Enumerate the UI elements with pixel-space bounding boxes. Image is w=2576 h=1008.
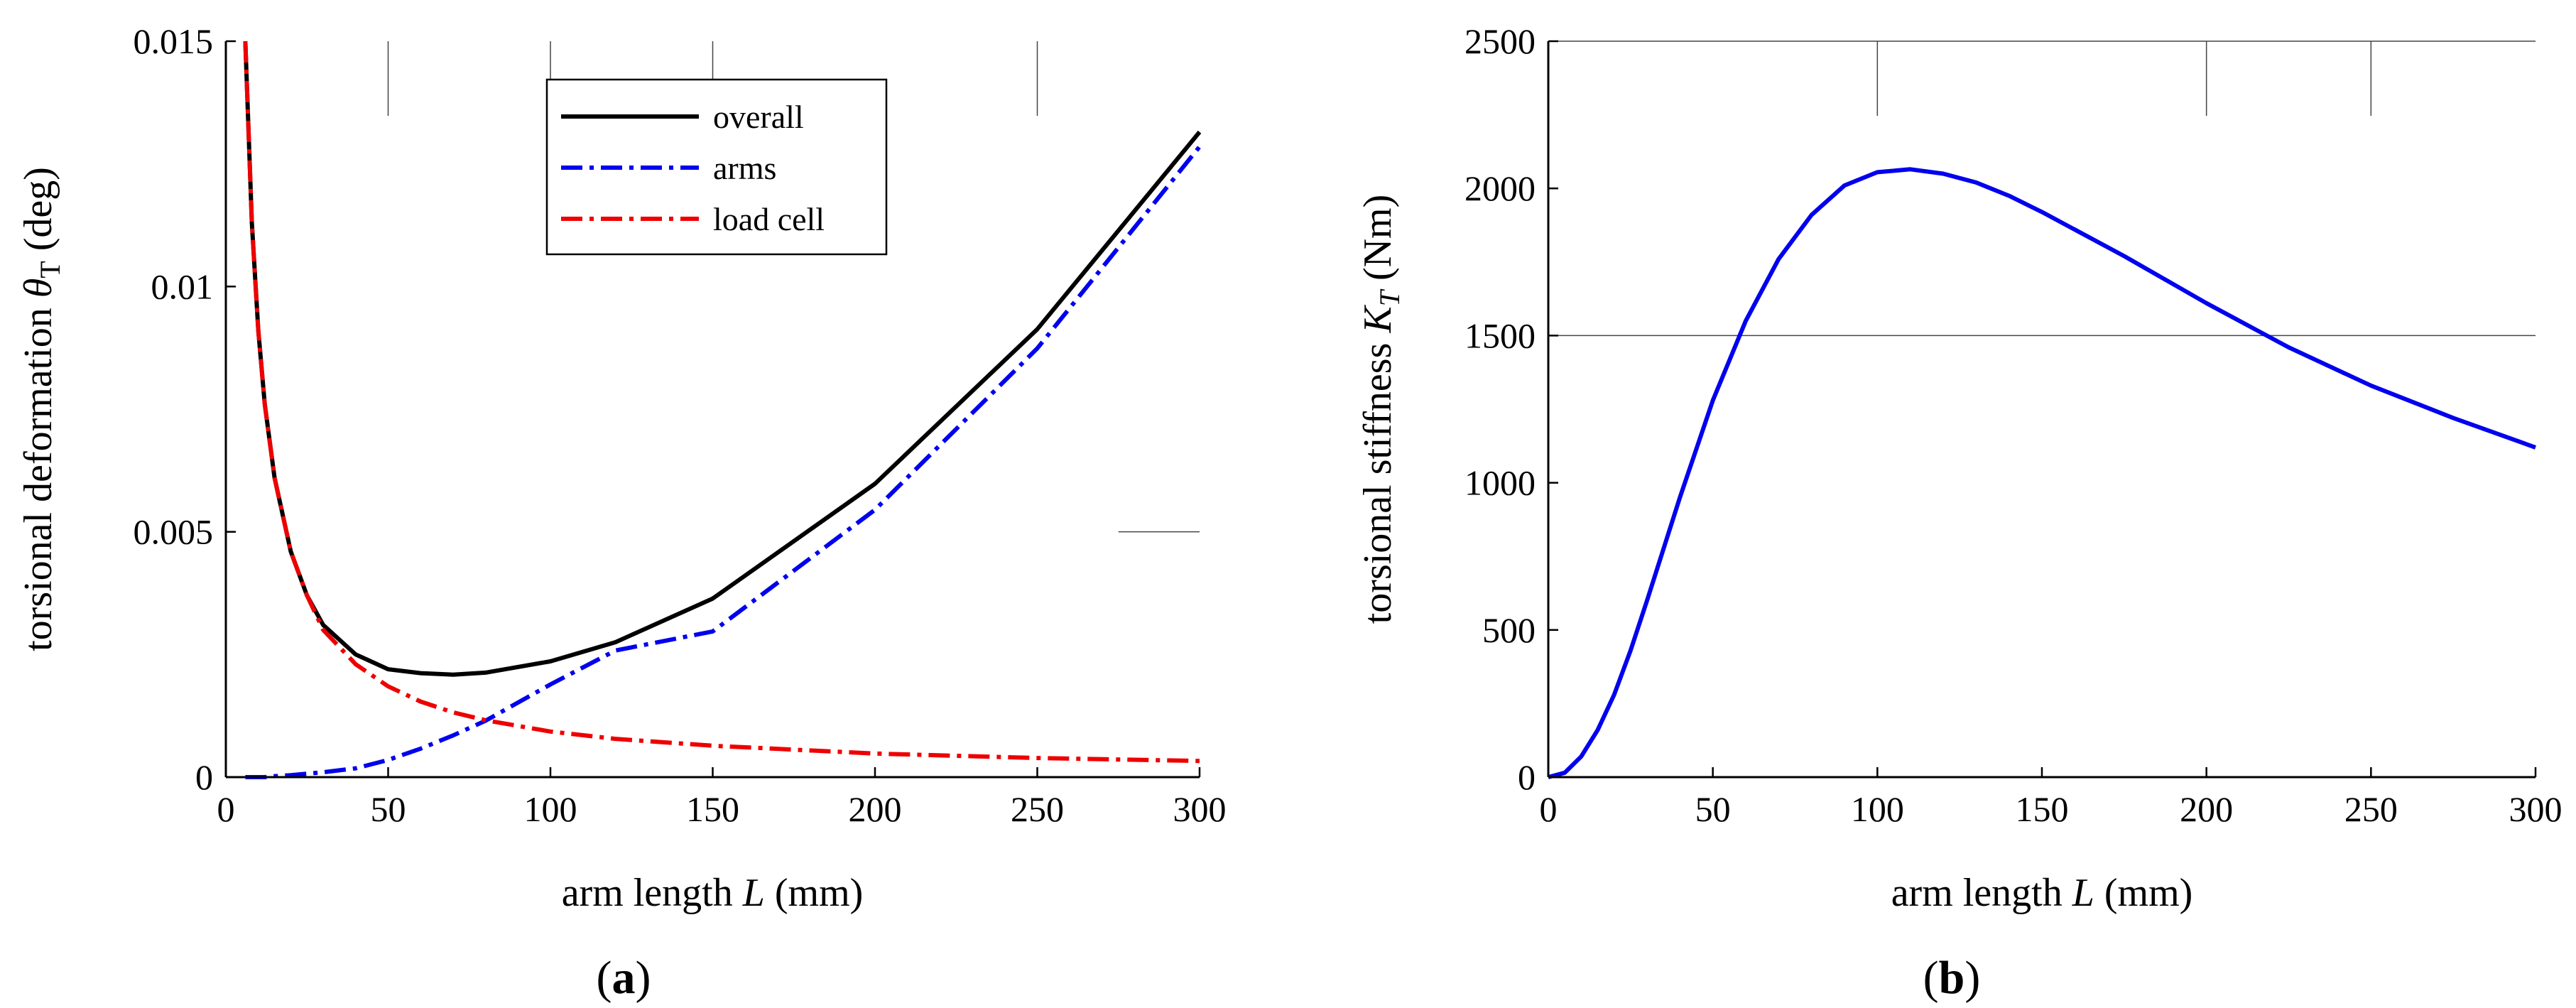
chart-a-x-tick-label: 300 bbox=[1173, 789, 1227, 829]
chart-a-y-tick-label: 0.01 bbox=[151, 266, 214, 306]
chart-b-x-tick-label: 200 bbox=[2180, 789, 2233, 829]
chart-a-gridlines bbox=[387, 41, 1200, 533]
chart-b-y-axis-label: torsional stiffness KT (Nm) bbox=[1356, 195, 1406, 624]
chart-b: 0 50 100 150 200 250 300 05001000150020002500 … bbox=[1356, 21, 2563, 1004]
chart-a-legend: overall arms load cell bbox=[545, 78, 888, 256]
chart-b-x-axis-label: arm length L (mm) bbox=[1891, 871, 2193, 915]
chart-b-y-tick-label: 1500 bbox=[1464, 315, 1536, 355]
chart-b-y-tick-label: 2500 bbox=[1464, 21, 1536, 61]
chart-a-y-tick-label: 0.015 bbox=[134, 21, 214, 61]
chart-b-x-tick-label: 0 bbox=[1540, 789, 1558, 829]
chart-b-y-ticks: 0 500 1000 1500 2000 2500 bbox=[1464, 21, 1558, 797]
chart-a-y-axis-label: torsional deformation θT (deg) bbox=[16, 167, 66, 651]
legend-label-load-cell: load cell bbox=[713, 201, 825, 237]
chart-a-y-ticks: 0 0.005 0.01 0.015 bbox=[134, 21, 236, 797]
chart-a-x-ticks: 0 50 100 150 200 250 300 bbox=[217, 767, 1227, 829]
chart-a-x-tick-label: 100 bbox=[524, 789, 577, 829]
chart-a-y-tick-label: 0 bbox=[195, 757, 213, 797]
chart-a-x-tick-label: 200 bbox=[849, 789, 902, 829]
chart-a-x-axis-label: arm length L (mm) bbox=[562, 871, 864, 915]
chart-b-plot-area bbox=[1548, 41, 2536, 777]
chart-a-x-tick-label: 150 bbox=[686, 789, 739, 829]
chart-b-y-tick-label: 2000 bbox=[1464, 168, 1536, 208]
chart-b-x-tick-label: 250 bbox=[2344, 789, 2398, 829]
chart-b-x-tick-label: 50 bbox=[1695, 789, 1731, 829]
series-line-stiffness bbox=[1548, 167, 2537, 779]
chart-b-x-tick-label: 150 bbox=[2016, 789, 2069, 829]
chart-b-y-tick-label: 500 bbox=[1482, 610, 1536, 650]
legend-label-arms: arms bbox=[713, 150, 776, 186]
chart-b-x-ticks: 0 50 100 150 200 250 300 bbox=[1540, 767, 2563, 829]
chart-b-y-tick-label: 1000 bbox=[1464, 463, 1536, 503]
chart-a: 0 50 100 150 200 250 300 0 0.005 0.01 0.015 arm l… bbox=[16, 21, 1227, 1004]
chart-b-x-tick-label: 300 bbox=[2509, 789, 2563, 829]
chart-a-x-tick-label: 250 bbox=[1011, 789, 1064, 829]
chart-a-x-tick-label: 0 bbox=[217, 789, 235, 829]
panel-label-b: (b) bbox=[1923, 952, 1981, 1004]
series-line-load-cell bbox=[243, 40, 1200, 764]
chart-a-y-tick-label: 0.005 bbox=[134, 512, 214, 552]
panel-label-a: (a) bbox=[597, 952, 651, 1004]
chart-b-series-group bbox=[1548, 167, 2537, 779]
chart-b-x-tick-label: 100 bbox=[1851, 789, 1904, 829]
legend-label-overall: overall bbox=[713, 99, 804, 135]
chart-b-gridlines bbox=[1548, 40, 2536, 337]
chart-b-y-tick-label: 0 bbox=[1518, 757, 1536, 797]
chart-a-x-tick-label: 50 bbox=[371, 789, 406, 829]
